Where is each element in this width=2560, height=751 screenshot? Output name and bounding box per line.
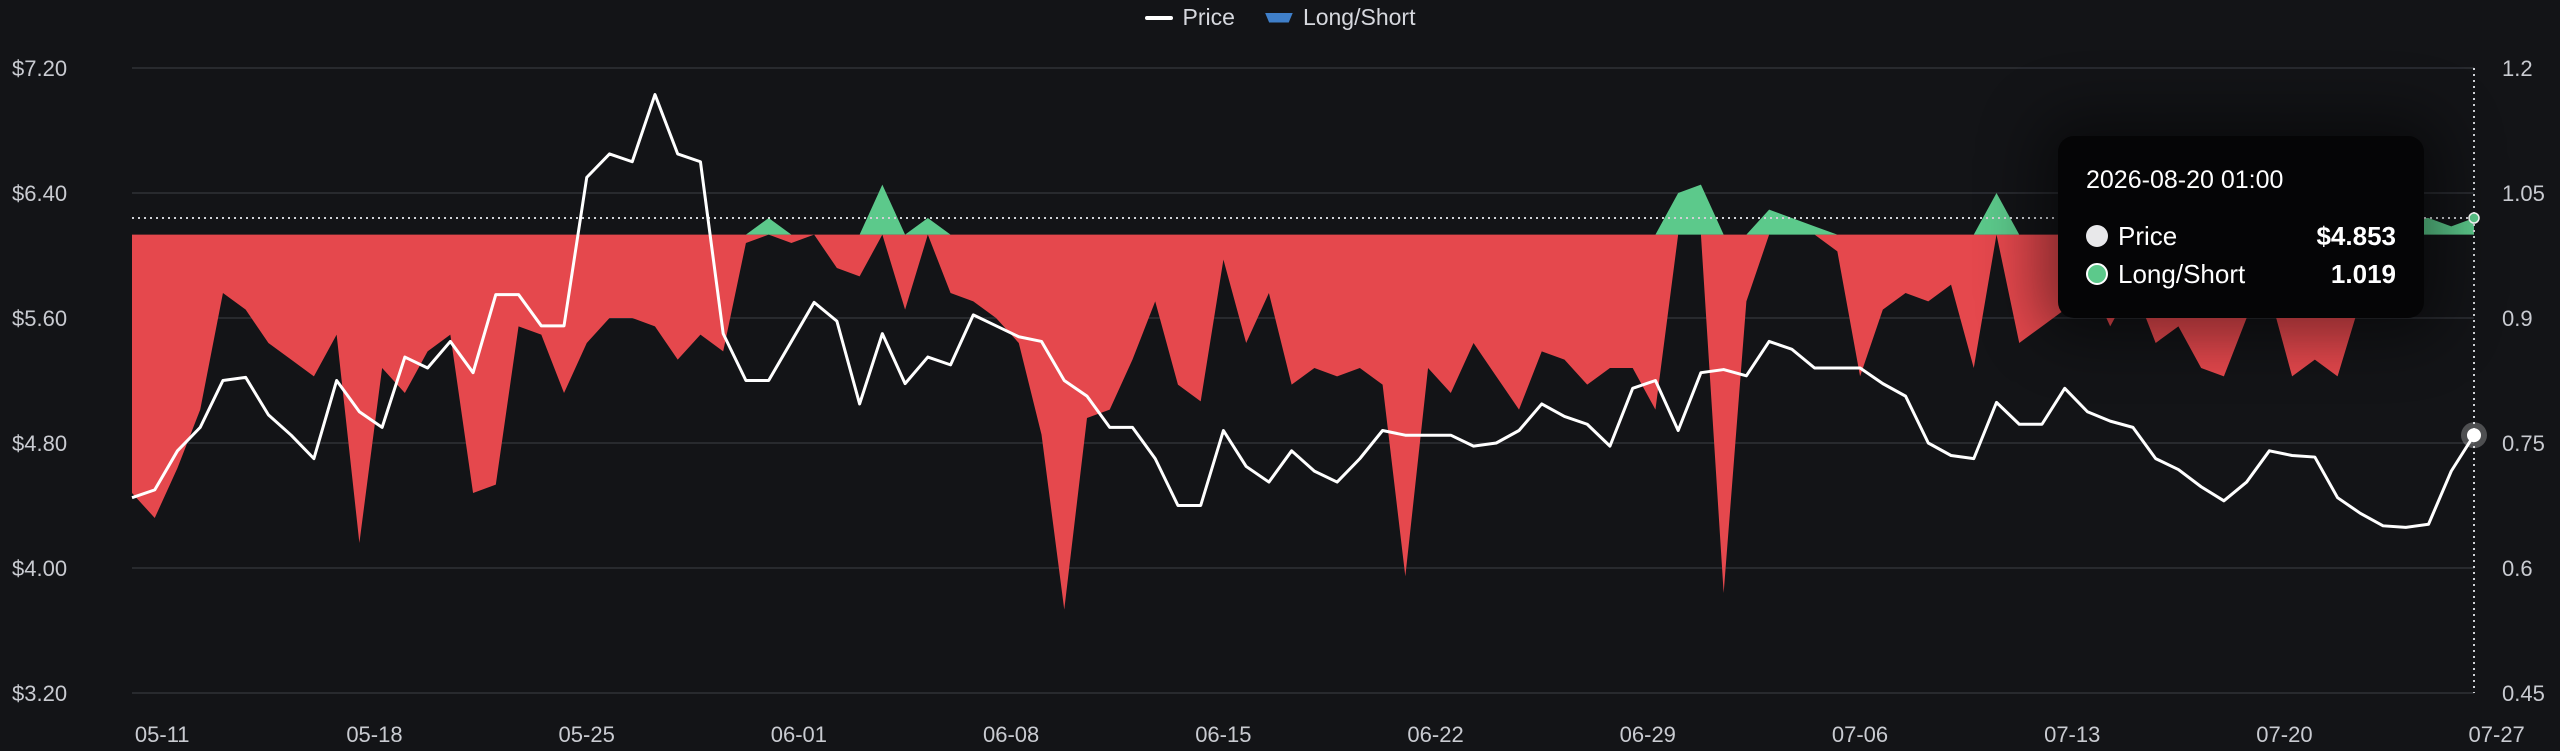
ratio-marker [2468,212,2480,224]
legend-ratio-label: Long/Short [1302,4,1416,30]
y-right-tick-label: 1.2 [2502,56,2533,81]
legend-item-long-short[interactable]: Long/Short [1264,4,1416,31]
x-tick-label: 06-01 [771,722,827,747]
legend-item-price[interactable]: Price [1144,4,1235,31]
tooltip: 2026-08-20 01:00 Price $4.853 Long/Short… [2058,136,2424,318]
long-short-area [132,184,2474,610]
y-left-tick-label: $5.60 [12,306,67,331]
long-area [132,184,2474,235]
y-left-tick-label: $7.20 [12,56,67,81]
x-tick-label: 07-06 [1832,722,1888,747]
x-tick-label: 06-22 [1407,722,1463,747]
x-tick-label: 07-13 [2044,722,2100,747]
right-axis-ticks: 0.45 0.6 0.75 0.9 1.05 1.2 [2502,56,2545,706]
tooltip-price-row: Price $4.853 [2086,217,2396,255]
y-left-tick-label: $6.40 [12,181,67,206]
tooltip-time: 2026-08-20 01:00 [2086,166,2284,194]
x-tick-label: 05-11 [135,722,190,747]
price-marker [2467,428,2481,443]
x-tick-label: 07-20 [2256,722,2312,747]
short-area [132,234,2474,610]
tooltip-ratio-value: 1.019 [2330,258,2396,289]
ratio-dot-icon [2086,263,2108,285]
y-right-tick-label: 0.45 [2502,681,2545,706]
y-right-tick-label: 1.05 [2502,181,2545,206]
y-left-tick-label: $3.20 [12,681,67,706]
tooltip-ratio-label: Long/Short [2118,258,2246,289]
hover-markers [2461,212,2487,449]
y-right-tick-label: 0.6 [2502,556,2533,581]
price-dot-icon [2086,225,2108,247]
y-left-tick-label: $4.00 [12,556,67,581]
x-tick-label: 06-08 [983,722,1039,747]
y-left-tick-label: $4.80 [12,431,67,456]
x-axis-ticks: 05-11 05-18 05-25 06-01 06-08 06-15 06-22 06-29… [135,722,2525,747]
y-right-tick-label: 0.9 [2502,306,2533,331]
x-tick-label: 05-25 [559,722,615,747]
left-axis-ticks: $3.20 $4.00 $4.80 $5.60 $6.40 $7.20 [12,56,67,706]
tooltip-price-value: $4.853 [2316,220,2396,251]
y-right-tick-label: 0.75 [2502,431,2545,456]
tooltip-price-label: Price [2118,220,2178,251]
price-swatch-icon [1144,15,1173,20]
legend-price-label: Price [1182,4,1235,30]
x-tick-label: 06-15 [1195,722,1251,747]
x-tick-label: 07-27 [2469,722,2525,747]
x-tick-label: 05-18 [346,722,402,747]
x-tick-label: 06-29 [1620,722,1676,747]
legend: Price Long/Short [0,4,2560,31]
tooltip-ratio-row: Long/Short 1.019 [2086,255,2396,293]
long-short-swatch-icon [1264,12,1293,23]
price-line [131,93,2476,529]
